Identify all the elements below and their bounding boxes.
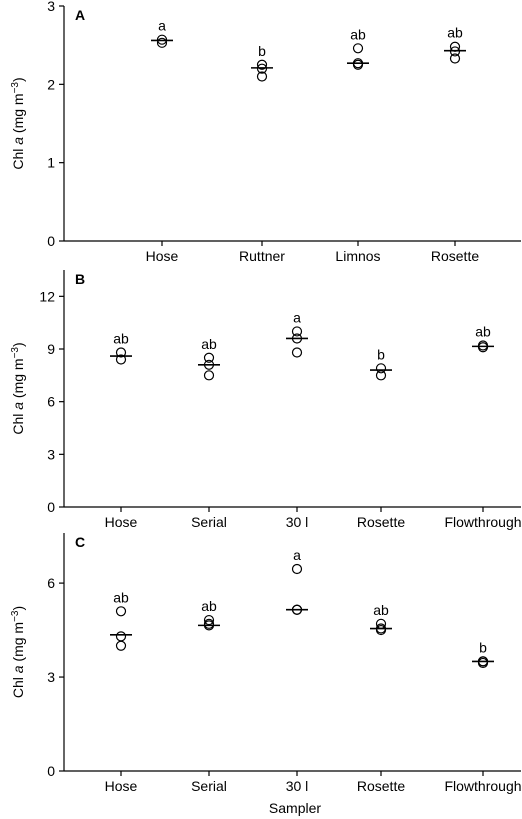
data-point — [203, 618, 215, 629]
y-axis-label: Chl a (mg m−3) — [10, 77, 26, 169]
panel-a: A 0 1 2 3 Chl a (mg m−3) Hose a Ruttner b Limnos ab… — [10, 0, 521, 264]
x-tick-label: Hose — [105, 778, 138, 794]
y-axis-label: Chl a (mg m−3) — [10, 342, 26, 434]
significance-letter: ab — [201, 336, 217, 352]
x-tick-label: Rosette — [357, 778, 405, 794]
data-point — [256, 71, 268, 82]
panel-c: C 0 3 6 Chl a (mg m−3) Hose ab Serial ab 30 l a Ros… — [10, 533, 522, 794]
x-tick-label: Hose — [146, 248, 179, 264]
y-tick-label: 2 — [47, 76, 55, 92]
x-tick-label: Flowthrough — [444, 778, 521, 794]
x-tick-label: Hose — [105, 514, 138, 530]
x-tick-label: Ruttner — [239, 248, 285, 264]
significance-letter: b — [377, 346, 385, 362]
y-tick-label: 3 — [47, 0, 55, 14]
x-tick-label: Flowthrough — [444, 514, 521, 530]
y-tick-label: 0 — [47, 499, 55, 515]
significance-letter: ab — [113, 589, 129, 605]
panel-label: C — [75, 534, 85, 550]
significance-letter: ab — [350, 26, 366, 42]
data-point — [203, 614, 215, 626]
y-tick-label: 12 — [39, 288, 55, 304]
data-point — [156, 37, 168, 48]
y-tick-label: 3 — [47, 669, 55, 685]
x-axis-label: Sampler — [269, 800, 321, 816]
data-point — [256, 59, 268, 70]
y-tick-label: 0 — [47, 233, 55, 249]
y-tick-label: 0 — [47, 763, 55, 779]
significance-letter: a — [293, 547, 301, 563]
data-point — [352, 43, 364, 54]
data-point — [115, 631, 127, 642]
data-point — [449, 53, 461, 64]
data-point — [115, 347, 127, 358]
x-tick-label: Serial — [191, 778, 227, 794]
significance-letter: a — [158, 18, 166, 34]
significance-letter: ab — [201, 598, 217, 614]
significance-letter: b — [479, 639, 487, 655]
x-tick-label: Rosette — [431, 248, 479, 264]
significance-letter: ab — [475, 323, 491, 339]
panel-label: B — [75, 271, 85, 287]
data-point — [291, 326, 303, 337]
data-point — [115, 606, 127, 617]
data-point — [477, 340, 489, 351]
significance-letter: a — [293, 309, 301, 325]
significance-letter: ab — [373, 602, 389, 618]
x-tick-label: Limnos — [335, 248, 380, 264]
data-point — [375, 363, 387, 374]
y-tick-label: 6 — [47, 575, 55, 591]
y-axis-label: Chl a (mg m−3) — [10, 606, 26, 698]
x-tick-label: 30 l — [286, 514, 309, 530]
x-tick-label: 30 l — [286, 778, 309, 794]
data-point — [203, 352, 215, 363]
significance-letter: ab — [447, 25, 463, 41]
data-point — [291, 347, 303, 358]
panel-label: A — [75, 7, 85, 23]
significance-letter: ab — [113, 331, 129, 347]
y-tick-label: 6 — [47, 394, 55, 410]
data-point — [115, 354, 127, 365]
x-tick-label: Rosette — [357, 514, 405, 530]
y-tick-label: 1 — [47, 155, 55, 171]
data-point — [115, 640, 127, 651]
data-point — [203, 370, 215, 381]
x-tick-label: Serial — [191, 514, 227, 530]
y-tick-label: 3 — [47, 446, 55, 462]
significance-letter: b — [258, 43, 266, 59]
y-tick-label: 9 — [47, 341, 55, 357]
data-point — [291, 563, 303, 575]
